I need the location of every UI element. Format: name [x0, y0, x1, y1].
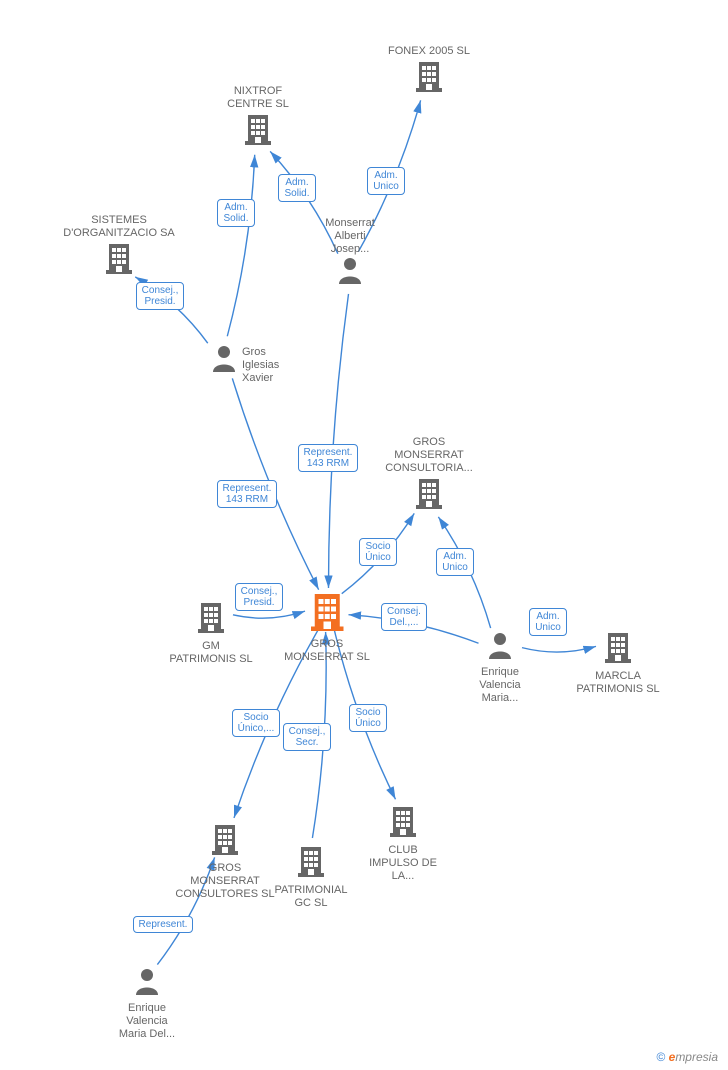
edge-label-center-club: SocioÚnico — [349, 704, 387, 732]
node-label-fonex: FONEX 2005 SL — [388, 45, 470, 58]
edge-monserrat-center — [328, 294, 348, 588]
node-label-grosmon_consultoria: GROS MONSERRAT CONSULTORIA... — [385, 436, 473, 475]
node-label-marcla: MARCLA PATRIMONIS SL — [576, 670, 659, 696]
node-patrimonial: PATRIMONIAL GC SL — [275, 843, 348, 910]
node-label-gm_patrimonis: GM PATRIMONIS SL — [169, 640, 252, 666]
copyright-symbol: © — [656, 1050, 665, 1064]
edge-label-enrique1-marcla: Adm.Unico — [529, 608, 567, 636]
node-label-sistemes: SISTEMES D'ORGANITZACIO SA — [63, 214, 175, 240]
node-marcla: MARCLA PATRIMONIS SL — [576, 629, 659, 696]
node-monserrat: Monserrat Alberti Josep... — [325, 215, 375, 289]
node-label-patrimonial: PATRIMONIAL GC SL — [275, 884, 348, 910]
edge-label-patrimonial-center: Consej.,Secr. — [283, 723, 332, 751]
node-label-enrique1: Enrique Valencia Maria... — [479, 666, 520, 705]
node-nixtrof: NIXTROF CENTRE SL — [227, 83, 289, 150]
node-label-grosmon_consultores: GROS MONSERRAT CONSULTORES SL — [175, 862, 274, 901]
edge-label-monserrat-nixtrof: Adm.Solid. — [278, 174, 315, 202]
node-enrique2: Enrique Valencia Maria Del... — [119, 967, 175, 1041]
node-grosmon_consultores: GROS MONSERRAT CONSULTORES SL — [175, 821, 274, 901]
edge-label-gm_patrimonis-center: Consej.,Presid. — [235, 583, 284, 611]
brand-rest: mpresia — [675, 1050, 718, 1064]
node-label-nixtrof: NIXTROF CENTRE SL — [227, 85, 289, 111]
edge-label-monserrat-fonex: Adm.Unico — [367, 167, 405, 195]
node-club: CLUB IMPULSO DE LA... — [369, 803, 437, 883]
edge-label-enrique1-center: Consej.Del.,... — [381, 603, 427, 631]
edge-gros_xavier-nixtrof — [227, 155, 254, 336]
node-label-monserrat: Monserrat Alberti Josep... — [325, 217, 375, 256]
node-grosmon_consultoria: GROS MONSERRAT CONSULTORIA... — [385, 434, 473, 514]
edge-label-gros_xavier-nixtrof: Adm.Solid. — [217, 199, 254, 227]
copyright: © empresia — [656, 1050, 718, 1064]
edge-label-enrique2-grosmon_consultores: Represent. — [133, 916, 194, 933]
edge-label-enrique1-grosmon_consultoria: Adm.Unico — [436, 548, 474, 576]
node-label-center: GROS MONSERRAT SL — [284, 638, 370, 664]
edge-label-monserrat-center: Represent.143 RRM — [298, 444, 359, 472]
edge-label-gros_xavier-sistemes: Consej.,Presid. — [136, 282, 185, 310]
connections-layer — [0, 0, 728, 1070]
node-gros_xavier: Gros Iglesias Xavier — [210, 344, 279, 385]
node-label-gros_xavier: Gros Iglesias Xavier — [242, 346, 279, 385]
node-enrique1: Enrique Valencia Maria... — [479, 631, 520, 705]
node-label-enrique2: Enrique Valencia Maria Del... — [119, 1002, 175, 1041]
node-center: GROS MONSERRAT SL — [284, 589, 370, 665]
edge-label-gros_xavier-center: Represent.143 RRM — [217, 480, 278, 508]
edge-label-center-grosmon_consultores: SocioÚnico,... — [232, 709, 281, 737]
node-sistemes: SISTEMES D'ORGANITZACIO SA — [63, 212, 175, 279]
edge-label-center-grosmon_consultoria: SocioÚnico — [359, 538, 397, 566]
node-fonex: FONEX 2005 SL — [388, 43, 470, 97]
node-label-club: CLUB IMPULSO DE LA... — [369, 844, 437, 883]
